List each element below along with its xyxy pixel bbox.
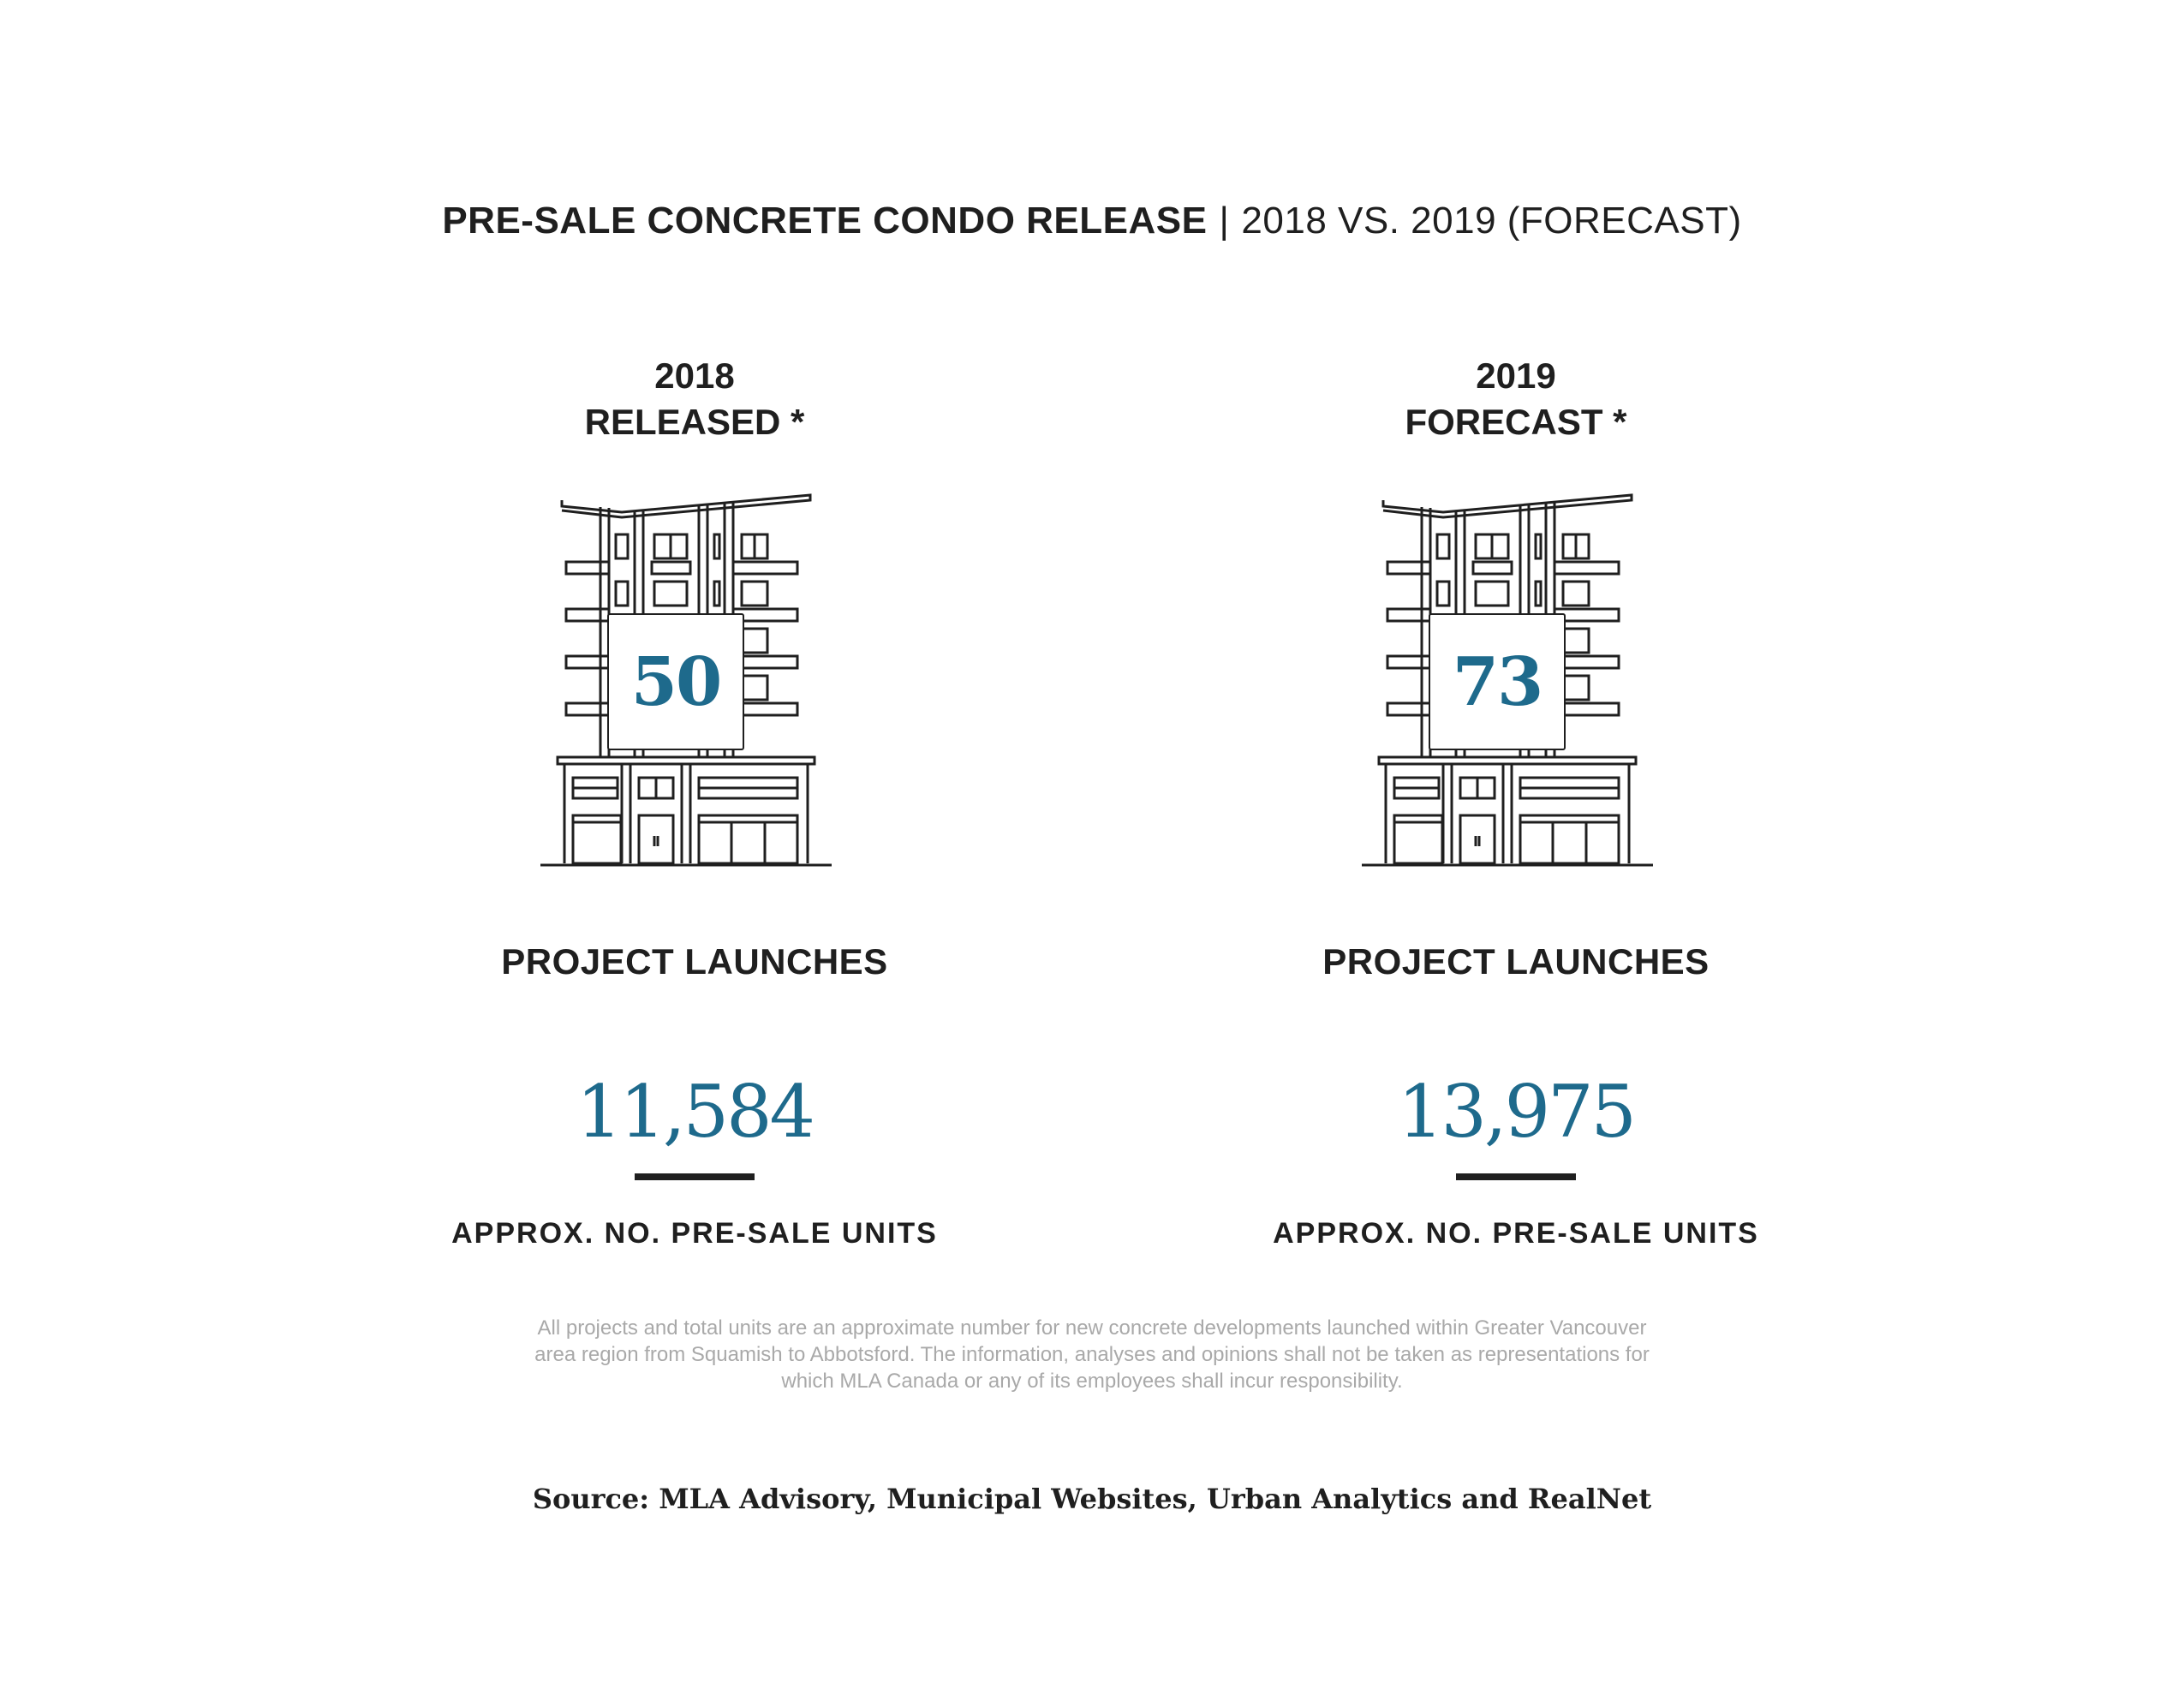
column-status: FORECAST * xyxy=(1405,402,1627,442)
column-2018: 2018 RELEASED * xyxy=(369,353,1020,1252)
title-main: PRE-SALE CONCRETE CONDO RELEASE xyxy=(442,200,1208,242)
title-separator: | xyxy=(1219,200,1230,242)
presale-units-value: 11,584 xyxy=(576,1070,815,1154)
disclaimer-line: which MLA Canada or any of its employees… xyxy=(781,1370,1403,1393)
presale-units-label: APPROX. NO. PRE-SALE UNITS xyxy=(1273,1217,1759,1250)
project-launches-box: 50 xyxy=(607,613,744,750)
divider-rule xyxy=(635,1173,755,1180)
column-year: 2018 xyxy=(654,355,735,396)
page-title: PRE-SALE CONCRETE CONDO RELEASE | 2018 VS.… xyxy=(0,197,2184,245)
presale-units-value: 13,975 xyxy=(1398,1070,1637,1154)
building-illustration: 73 xyxy=(1362,493,1670,879)
disclaimer-line: All projects and total units are an appr… xyxy=(537,1316,1647,1340)
project-launches-label: PROJECT LAUNCHES xyxy=(1322,941,1710,982)
column-status: RELEASED * xyxy=(584,402,805,442)
presale-units-label: APPROX. NO. PRE-SALE UNITS xyxy=(451,1217,938,1250)
building-illustration: 50 xyxy=(540,493,849,879)
title-subtitle: 2018 VS. 2019 (FORECAST) xyxy=(1241,200,1742,242)
divider-rule xyxy=(1456,1173,1576,1180)
column-year: 2019 xyxy=(1476,355,1556,396)
disclaimer: All projects and total units are an appr… xyxy=(428,1315,1756,1394)
project-launches-value: 73 xyxy=(1452,642,1544,721)
source-citation: Source: MLA Advisory, Municipal Websites… xyxy=(532,1483,1652,1515)
project-launches-label: PROJECT LAUNCHES xyxy=(501,941,888,982)
project-launches-box: 73 xyxy=(1429,613,1566,750)
column-2019: 2019 FORECAST * xyxy=(1190,353,1841,1252)
disclaimer-line: area region from Squamish to Abbotsford.… xyxy=(534,1343,1650,1366)
project-launches-value: 50 xyxy=(630,642,723,721)
